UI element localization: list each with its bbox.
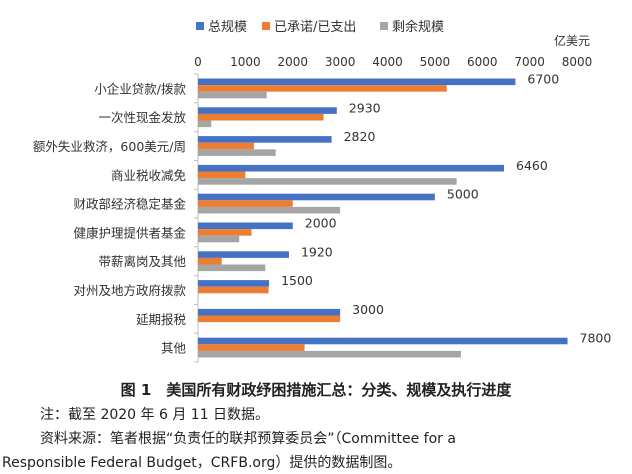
data-label: 7800 [580,331,612,346]
category-label: 其他 [161,341,187,356]
source-text-line-1: 资料来源：笔者根据“负责任的联邦预算委员会”（Committee for a [40,431,456,447]
bar-1 [198,308,341,316]
category-label: 健康护理提供者基金 [73,225,186,240]
data-label: 2000 [305,216,337,231]
x-tick-label: 3000 [325,55,356,69]
bar-2 [198,142,254,150]
bar-1 [198,136,332,143]
bar-2 [198,229,252,236]
category-label: 对州及地方政府拨款 [73,283,186,298]
bar-3 [198,206,341,214]
category-label: 商业税收减免 [111,168,186,183]
category-label: 额外失业救济，600美元/周 [33,139,186,154]
x-tick-label: 4000 [372,55,403,69]
bar-3 [198,91,267,99]
bar-3 [198,264,266,272]
legend-swatch-2 [262,22,270,30]
bar-1 [198,164,505,172]
bar-1 [198,222,293,230]
data-label: 2930 [349,100,381,115]
bar-3 [198,235,240,243]
legend-label-3: 剩余规模 [392,19,444,35]
bar-2 [198,344,305,351]
category-label: 小企业贷款/拨款 [94,81,186,96]
bar-2 [198,315,341,323]
bar-1 [198,78,516,86]
bar-2 [198,200,293,207]
x-tick-label: 6000 [467,55,498,69]
bar-1 [198,251,289,258]
bar-2 [198,257,222,265]
bar-1 [198,337,568,345]
x-tick-label: 8000 [562,55,593,69]
data-label: 6700 [527,72,559,87]
bar-1 [198,193,435,201]
bar-2 [198,85,447,92]
x-tick-label: 2000 [277,55,308,69]
legend-label-2: 已承诺/已支出 [274,20,356,35]
category-label: 财政部经济稳定基金 [73,197,186,212]
data-label: 6460 [516,158,548,173]
category-label: 带薪离岗及其他 [98,254,186,269]
x-tick-label: 0 [194,55,202,69]
data-label: 3000 [352,302,384,317]
source-text-line-2: Responsible Federal Budget，CRFB.org）提供的数… [2,455,402,471]
unit-label: 亿美元 [554,33,590,48]
legend-swatch-3 [380,22,388,30]
bar-1 [198,107,337,114]
bar-3 [198,120,212,128]
x-tick-label: 7000 [514,55,545,69]
category-label: 延期报税 [136,312,187,327]
data-label: 5000 [447,187,479,202]
note-text: 注：截至 2020 年 6 月 11 日数据。 [40,407,270,423]
legend-swatch-1 [196,22,204,30]
bar-3 [198,149,276,156]
x-tick-label: 5000 [420,55,451,69]
bar-2 [198,286,269,294]
data-label: 1920 [301,244,333,259]
bar-3 [198,293,199,300]
bar-1 [198,280,270,287]
bar-2 [198,113,324,121]
bar-3 [198,178,457,185]
bar-3 [198,350,461,358]
x-tick-label: 1000 [230,55,261,69]
bar-2 [198,171,246,179]
category-label: 一次性现金发放 [98,110,186,125]
legend-label-1: 总规模 [208,20,247,35]
data-label: 2820 [344,129,376,144]
data-label: 1500 [281,273,313,288]
figure-caption: 图 1 美国所有财政纾困措施汇总：分类、规模及执行进度 [120,381,512,399]
